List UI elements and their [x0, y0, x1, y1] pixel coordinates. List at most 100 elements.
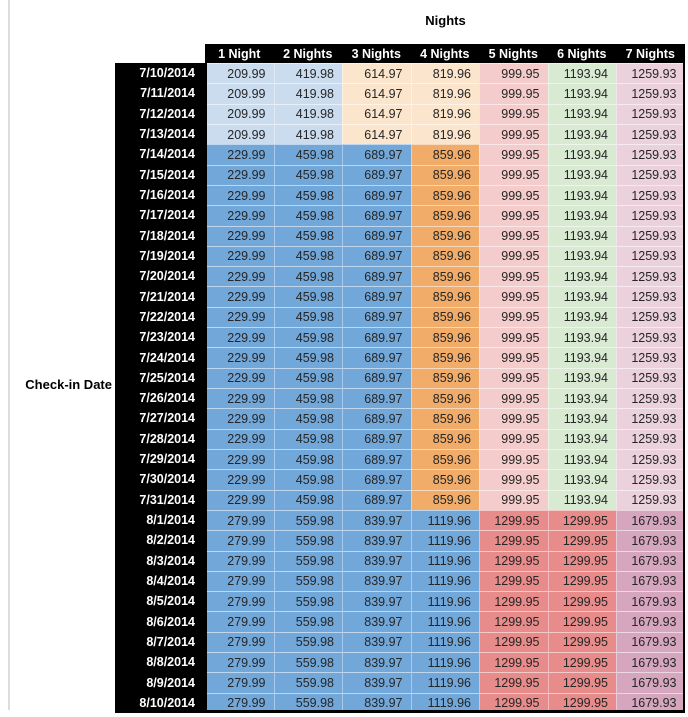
- price-cell[interactable]: 1119.96: [410, 509, 479, 531]
- price-cell[interactable]: 689.97: [342, 347, 411, 368]
- price-cell[interactable]: 839.97: [342, 672, 411, 693]
- date-cell[interactable]: 7/19/2014: [115, 245, 205, 267]
- price-cell[interactable]: 279.99: [205, 550, 274, 571]
- price-cell[interactable]: 859.96: [410, 489, 479, 510]
- price-cell[interactable]: 859.96: [410, 408, 479, 429]
- price-cell[interactable]: 1193.94: [547, 448, 616, 470]
- price-cell[interactable]: 1193.94: [547, 489, 616, 510]
- date-cell[interactable]: 7/28/2014: [115, 428, 205, 449]
- price-cell[interactable]: 689.97: [342, 408, 411, 429]
- price-cell[interactable]: 1119.96: [410, 591, 479, 612]
- price-cell[interactable]: 999.95: [479, 367, 548, 388]
- price-cell[interactable]: 279.99: [205, 591, 274, 612]
- date-cell[interactable]: 7/10/2014: [115, 63, 205, 84]
- price-cell[interactable]: 1193.94: [547, 286, 616, 307]
- price-cell[interactable]: 1679.93: [616, 509, 685, 531]
- date-cell[interactable]: 7/21/2014: [115, 286, 205, 307]
- price-cell[interactable]: 999.95: [479, 266, 548, 287]
- price-cell[interactable]: 419.98: [273, 103, 342, 124]
- price-cell[interactable]: 419.98: [273, 63, 342, 84]
- column-header[interactable]: 6 Nights: [547, 44, 616, 63]
- date-cell[interactable]: 8/5/2014: [115, 591, 205, 612]
- price-cell[interactable]: 819.96: [410, 103, 479, 124]
- price-cell[interactable]: 1259.93: [616, 448, 685, 470]
- price-cell[interactable]: 859.96: [410, 448, 479, 470]
- price-cell[interactable]: 1679.93: [616, 530, 685, 551]
- price-cell[interactable]: 459.98: [273, 245, 342, 267]
- price-cell[interactable]: 689.97: [342, 245, 411, 267]
- price-cell[interactable]: 839.97: [342, 591, 411, 612]
- price-cell[interactable]: 1299.95: [479, 570, 548, 592]
- price-cell[interactable]: 859.96: [410, 367, 479, 388]
- price-cell[interactable]: 1259.93: [616, 144, 685, 165]
- price-cell[interactable]: 1193.94: [547, 205, 616, 226]
- price-cell[interactable]: 279.99: [205, 530, 274, 551]
- price-cell[interactable]: 229.99: [205, 347, 274, 368]
- price-cell[interactable]: 839.97: [342, 652, 411, 673]
- price-cell[interactable]: 209.99: [205, 83, 274, 104]
- price-cell[interactable]: 1259.93: [616, 408, 685, 429]
- date-cell[interactable]: 7/17/2014: [115, 205, 205, 226]
- price-cell[interactable]: 839.97: [342, 570, 411, 592]
- price-cell[interactable]: 689.97: [342, 327, 411, 348]
- price-cell[interactable]: 859.96: [410, 245, 479, 267]
- price-cell[interactable]: 1193.94: [547, 83, 616, 104]
- price-cell[interactable]: 419.98: [273, 123, 342, 145]
- price-cell[interactable]: 1299.95: [479, 509, 548, 531]
- price-cell[interactable]: 1299.95: [547, 509, 616, 531]
- price-cell[interactable]: 819.96: [410, 83, 479, 104]
- price-cell[interactable]: 459.98: [273, 286, 342, 307]
- date-cell[interactable]: 8/4/2014: [115, 570, 205, 592]
- price-cell[interactable]: 689.97: [342, 489, 411, 510]
- price-cell[interactable]: 459.98: [273, 428, 342, 449]
- price-cell[interactable]: 1259.93: [616, 63, 685, 84]
- price-cell[interactable]: 1299.95: [547, 530, 616, 551]
- price-cell[interactable]: 1679.93: [616, 611, 685, 632]
- price-cell[interactable]: 689.97: [342, 225, 411, 246]
- column-header[interactable]: 1 Night: [205, 44, 274, 63]
- price-cell[interactable]: 229.99: [205, 266, 274, 287]
- date-cell[interactable]: 7/27/2014: [115, 408, 205, 429]
- price-cell[interactable]: 1119.96: [410, 550, 479, 571]
- price-cell[interactable]: 1193.94: [547, 103, 616, 124]
- price-cell[interactable]: 839.97: [342, 631, 411, 653]
- price-cell[interactable]: 559.98: [273, 652, 342, 673]
- price-cell[interactable]: 459.98: [273, 367, 342, 388]
- price-cell[interactable]: 839.97: [342, 530, 411, 551]
- price-cell[interactable]: 229.99: [205, 469, 274, 490]
- price-cell[interactable]: 459.98: [273, 306, 342, 328]
- price-cell[interactable]: 999.95: [479, 123, 548, 145]
- price-cell[interactable]: 859.96: [410, 144, 479, 165]
- price-cell[interactable]: 1193.94: [547, 367, 616, 388]
- price-cell[interactable]: 999.95: [479, 388, 548, 409]
- price-cell[interactable]: 689.97: [342, 306, 411, 328]
- price-cell[interactable]: 1299.95: [547, 672, 616, 693]
- date-cell[interactable]: 7/15/2014: [115, 164, 205, 185]
- price-cell[interactable]: 459.98: [273, 347, 342, 368]
- price-cell[interactable]: 1299.95: [547, 692, 616, 713]
- price-cell[interactable]: 1259.93: [616, 347, 685, 368]
- price-cell[interactable]: 689.97: [342, 388, 411, 409]
- price-cell[interactable]: 859.96: [410, 225, 479, 246]
- price-cell[interactable]: 1259.93: [616, 205, 685, 226]
- price-cell[interactable]: 999.95: [479, 83, 548, 104]
- price-cell[interactable]: 1259.93: [616, 123, 685, 145]
- price-cell[interactable]: 229.99: [205, 164, 274, 185]
- price-cell[interactable]: 1679.93: [616, 570, 685, 592]
- price-cell[interactable]: 1119.96: [410, 570, 479, 592]
- price-cell[interactable]: 614.97: [342, 63, 411, 84]
- price-cell[interactable]: 209.99: [205, 123, 274, 145]
- date-cell[interactable]: 8/1/2014: [115, 509, 205, 531]
- price-cell[interactable]: 1259.93: [616, 469, 685, 490]
- price-cell[interactable]: 1259.93: [616, 266, 685, 287]
- price-cell[interactable]: 689.97: [342, 184, 411, 206]
- price-cell[interactable]: 1193.94: [547, 164, 616, 185]
- price-cell[interactable]: 1299.95: [479, 692, 548, 713]
- price-cell[interactable]: 999.95: [479, 144, 548, 165]
- price-cell[interactable]: 859.96: [410, 327, 479, 348]
- price-cell[interactable]: 1193.94: [547, 388, 616, 409]
- price-cell[interactable]: 859.96: [410, 347, 479, 368]
- price-cell[interactable]: 1193.94: [547, 469, 616, 490]
- price-cell[interactable]: 1679.93: [616, 591, 685, 612]
- price-cell[interactable]: 859.96: [410, 469, 479, 490]
